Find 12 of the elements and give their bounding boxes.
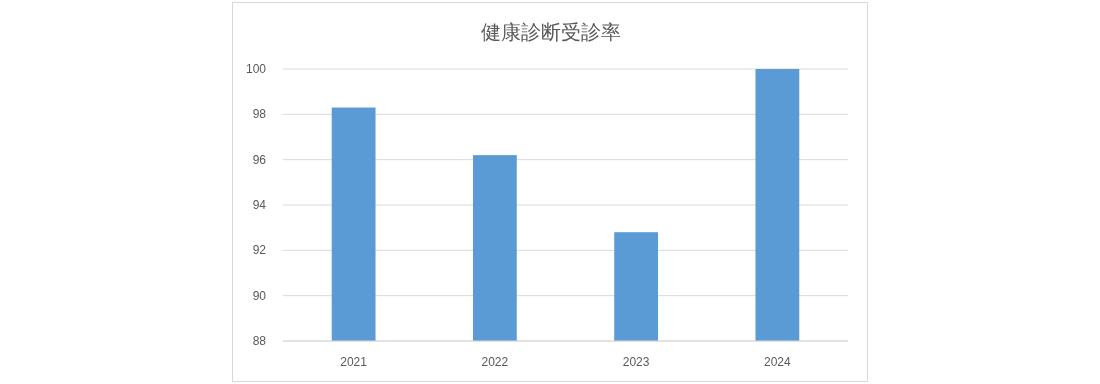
y-tick-label: 90 bbox=[252, 288, 267, 303]
y-tick-label: 100 bbox=[245, 62, 267, 76]
x-tick-label: 2021 bbox=[340, 355, 368, 369]
y-tick-label: 96 bbox=[252, 152, 267, 167]
chart-title: 健康診断受診率 bbox=[480, 21, 621, 43]
x-tick-label: 2023 bbox=[622, 355, 650, 369]
y-tick-label: 98 bbox=[252, 107, 267, 122]
y-tick-label: 92 bbox=[252, 243, 267, 258]
x-tick-label: 2022 bbox=[481, 355, 509, 369]
x-tick-label: 2024 bbox=[764, 355, 792, 369]
y-tick-label: 88 bbox=[252, 334, 267, 348]
y-tick-label: 94 bbox=[252, 198, 267, 212]
